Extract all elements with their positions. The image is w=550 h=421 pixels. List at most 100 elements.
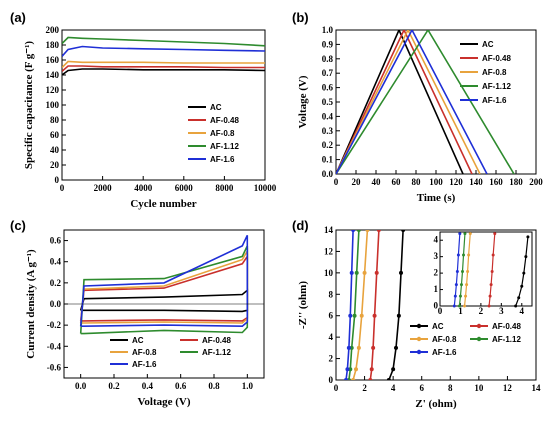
panel-c: (c) 0.0 0.2 0.4 0.6 0.8 1.0 -0.6 -0.4 -0.2 0.0 0.2 0…: [10, 218, 265, 408]
inset-y-tick-label: 3: [434, 251, 439, 261]
inset-x-tick-label: 1: [458, 306, 463, 316]
x-tick-label: 0: [334, 383, 339, 393]
data-point-ac: [396, 313, 401, 318]
data-point-af-1.6: [349, 270, 354, 275]
x-axis-label: Voltage (V): [137, 396, 190, 408]
y-tick-label: 12: [324, 246, 334, 256]
series-line-af-1.6: [79, 234, 249, 328]
x-axis-label: Z' (ohm): [415, 398, 457, 410]
inset-series-line-af-1.6: [453, 233, 461, 307]
x-tick-label: 6: [419, 383, 424, 393]
inset-data-point-ac: [517, 296, 521, 300]
x-tick-label: 8: [448, 383, 453, 393]
y-tick-label: 2: [329, 354, 334, 364]
panel-label: (c): [10, 218, 26, 233]
series-line-ac: [79, 288, 249, 313]
y-tick-label: 0: [55, 175, 60, 185]
x-tick-label: 2: [362, 383, 367, 393]
x-tick-label: 10000: [254, 183, 277, 193]
series-line-af-1.6: [345, 230, 354, 380]
legend-label-af-1.6: AF-1.6: [132, 360, 157, 369]
series-line-af-1.6: [336, 30, 488, 174]
x-tick-label: 2000: [94, 183, 113, 193]
y-tick-label: -0.6: [47, 362, 62, 372]
data-point-ac: [401, 230, 406, 232]
inset-data-point-af-0.48: [491, 253, 495, 257]
data-point-af-1.12: [348, 367, 353, 372]
legend-label-af-1.12: AF-1.12: [482, 82, 511, 91]
data-point-af-0.48: [376, 230, 381, 232]
legend-label-af-0.8: AF-0.8: [482, 68, 507, 77]
y-tick-label: 0.0: [50, 299, 62, 309]
inset-data-point-af-1.12: [462, 253, 466, 257]
x-tick-label: 0: [60, 183, 65, 193]
y-tick-label: 160: [46, 55, 60, 65]
y-tick-label: 80: [50, 115, 60, 125]
y-tick-label: 10: [324, 268, 334, 278]
inset-data-point-af-0.48: [487, 304, 491, 308]
inset-data-point-ac: [524, 255, 528, 259]
y-axis-label: Voltage (V): [297, 75, 309, 128]
inset-y-tick-label: 4: [434, 235, 439, 245]
x-tick-label: 180: [509, 177, 523, 187]
legend-label-ac: AC: [132, 336, 144, 345]
inset-data-point-af-0.48: [493, 232, 497, 236]
inset-data-point-af-0.8: [465, 283, 469, 287]
x-tick-label: 0: [334, 177, 339, 187]
x-tick-label: 20: [352, 177, 362, 187]
series-group: [344, 230, 406, 380]
x-tick-label: 4: [391, 383, 396, 393]
plot-frame: [335, 229, 537, 381]
inset-x-tick-label: 0: [438, 306, 443, 316]
legend-label-af-0.8: AF-0.8: [432, 335, 457, 344]
inset-data-point-af-1.12: [463, 232, 467, 236]
legend-label-af-0.8: AF-0.8: [210, 129, 235, 138]
y-tick-label: 180: [46, 40, 60, 50]
inset-frame: [439, 231, 533, 307]
data-point-af-1.12: [356, 230, 361, 232]
y-tick-label: 0.3: [322, 126, 334, 136]
legend-label-af-0.48: AF-0.48: [210, 116, 239, 125]
x-tick-label: 120: [449, 177, 463, 187]
data-point-af-0.8: [356, 345, 361, 350]
data-point-af-1.12: [349, 345, 354, 350]
y-tick-label: 140: [46, 70, 60, 80]
inset-data-point-af-0.48: [488, 294, 492, 298]
data-point-af-0.8: [365, 230, 370, 232]
x-axis-label: Time (s): [417, 192, 456, 204]
inset-data-point-af-0.8: [467, 253, 471, 257]
y-tick-label: 40: [50, 145, 60, 155]
y-tick-label: 20: [50, 160, 60, 170]
inset-x-tick-label: 2: [479, 306, 484, 316]
inset-data-point-ac: [514, 304, 518, 308]
panel-label: (b): [292, 10, 309, 25]
legend-label-af-1.6: AF-1.6: [482, 96, 507, 105]
series-line-af-0.48: [369, 230, 380, 380]
x-tick-label: 80: [412, 177, 422, 187]
legend-marker-af-0.48: [476, 323, 482, 329]
data-point-ac: [394, 345, 398, 350]
x-tick-label: 0.2: [108, 381, 120, 391]
inset-data-point-af-1.12: [459, 283, 463, 287]
data-point-af-0.48: [372, 313, 377, 318]
data-point-af-0.48: [368, 378, 373, 380]
inset-data-point-af-0.8: [463, 304, 467, 308]
y-tick-label: 120: [46, 85, 60, 95]
legend-label-af-1.6: AF-1.6: [432, 348, 457, 357]
legend-marker-af-0.8: [416, 336, 422, 342]
legend-label-af-0.8: AF-0.8: [132, 348, 157, 357]
x-tick-label: 8000: [215, 183, 234, 193]
inset-data-point-ac: [520, 284, 524, 288]
legend-label-af-0.48: AF-0.48: [482, 54, 511, 63]
legend-label-ac: AC: [432, 322, 444, 331]
series-line-af-0.8: [336, 30, 481, 174]
data-point-af-1.6: [346, 345, 351, 350]
legend-label-af-1.6: AF-1.6: [210, 155, 235, 164]
inset-data-point-af-1.6: [456, 253, 460, 257]
inset-data-point-af-1.12: [458, 294, 462, 298]
y-tick-label: 60: [50, 130, 60, 140]
legend-label-af-1.12: AF-1.12: [492, 335, 521, 344]
y-tick-label: 4: [329, 332, 334, 342]
y-axis-label: -Z'' (ohm): [297, 281, 309, 329]
